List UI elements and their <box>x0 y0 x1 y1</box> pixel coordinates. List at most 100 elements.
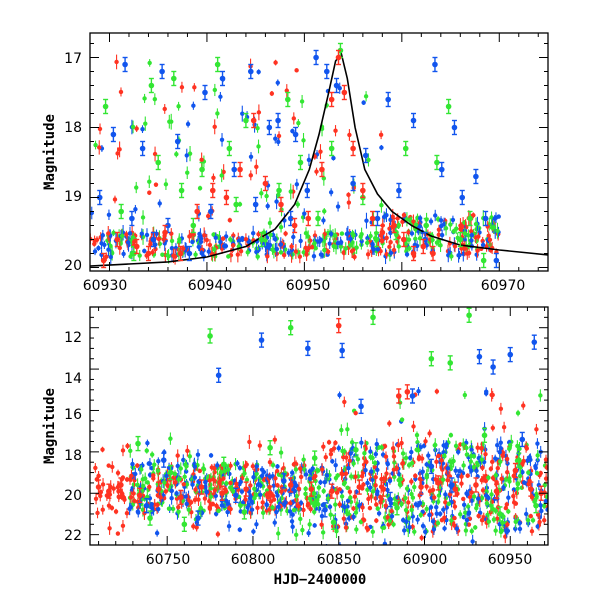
bottom-cloud-point <box>348 474 354 479</box>
top-cloud-point <box>222 243 227 249</box>
top-cloud-point <box>328 231 334 237</box>
bottom-data-point-blue <box>195 515 201 521</box>
bottom-cloud-point <box>351 514 356 520</box>
top-cloud-point <box>212 124 217 129</box>
bottom-cloud-point <box>515 443 520 449</box>
bottom-cloud-point <box>476 513 481 519</box>
bottom-cloud-point <box>465 492 470 497</box>
top-data-point-blue <box>287 215 294 222</box>
bottom-cloud-point <box>213 493 218 499</box>
bottom-cloud-point <box>182 474 187 479</box>
bottom-cloud-point <box>434 505 439 510</box>
bottom-cloud-point <box>537 519 542 525</box>
top-cloud-point <box>273 236 278 242</box>
top-data-point-blue <box>231 166 238 173</box>
top-cloud-point <box>143 121 148 126</box>
top-cloud-point <box>379 145 384 150</box>
bottom-cloud-point <box>151 473 156 478</box>
top-ticks <box>89 33 548 271</box>
bottom-cloud-point <box>469 528 475 534</box>
bottom-cloud-point <box>298 516 303 522</box>
bottom-cloud-point <box>176 504 181 510</box>
top-cloud-point <box>94 237 100 242</box>
top-cloud-point <box>384 252 389 257</box>
top-cloud-point <box>211 175 216 180</box>
bottom-data-point-green <box>267 444 273 451</box>
top-cloud-point <box>318 252 324 257</box>
top-data-point-green <box>102 103 109 110</box>
top-cloud-point <box>321 176 327 181</box>
bottom-cloud-point <box>131 482 137 487</box>
top-cloud-point <box>473 221 479 227</box>
bottom-cloud-point <box>495 442 500 448</box>
bottom-y-axis-label: Magnitude <box>42 388 58 464</box>
bottom-cloud-point <box>360 505 365 510</box>
bottom-data-point-blue <box>519 436 526 443</box>
bottom-data-point-blue <box>233 492 239 499</box>
top-cloud-point <box>142 96 147 101</box>
bottom-cloud-point <box>409 507 414 513</box>
bottom-data-point-green <box>466 312 472 319</box>
bottom-cloud-point <box>505 470 510 475</box>
bottom-cloud-point <box>132 477 137 483</box>
bottom-cloud-point <box>312 523 317 528</box>
bottom-cloud-point <box>173 480 178 485</box>
top-cloud-point <box>297 254 303 259</box>
bottom-cloud-point <box>539 508 544 514</box>
bottom-cloud-point <box>175 453 180 458</box>
bottom-cloud-point <box>445 466 451 471</box>
top-cloud-point <box>127 231 133 236</box>
bottom-cloud-point <box>363 468 368 473</box>
bottom-cloud-point <box>523 444 529 450</box>
top-series-red <box>100 49 436 269</box>
top-cloud-point <box>181 246 186 251</box>
top-cloud-point <box>152 96 158 102</box>
bottom-cloud-point <box>213 511 219 517</box>
top-cloud-point <box>144 232 150 238</box>
top-cloud-point <box>487 237 493 243</box>
bottom-cloud-point <box>504 456 510 462</box>
top-cloud-point <box>230 243 236 248</box>
bottom-cloud-point <box>454 549 458 553</box>
top-data-point-green <box>402 145 409 152</box>
bottom-cloud-point <box>493 528 498 533</box>
bottom-cloud-point <box>441 450 446 455</box>
top-cloud-point <box>190 239 195 245</box>
bottom-cloud-point <box>224 481 229 486</box>
top-data-point-green <box>118 208 124 215</box>
bottom-cloud-point <box>98 493 103 499</box>
bottom-cloud-point <box>308 506 313 512</box>
bottom-data-point-green <box>220 461 227 468</box>
bottom-cloud-point <box>426 453 431 458</box>
top-cloud-point <box>476 234 481 239</box>
top-cloud-point <box>306 234 311 239</box>
top-cloud-point <box>160 252 165 257</box>
bottom-data-point-green <box>516 457 522 463</box>
top-cloud-point <box>215 111 220 116</box>
top-cloud-point <box>375 247 381 252</box>
bottom-cloud-point <box>454 526 460 531</box>
top-cloud-point <box>112 197 118 202</box>
bottom-cloud-point <box>400 461 405 466</box>
bottom-cloud-point <box>261 477 267 482</box>
bottom-data-point-red <box>198 484 205 490</box>
top-cloud-point <box>400 219 405 225</box>
bottom-cloud-point <box>389 508 394 514</box>
bottom-cloud-point <box>390 446 396 451</box>
top-cloud-point <box>104 254 109 259</box>
bottom-data-point-blue <box>258 337 265 343</box>
top-data-point-blue <box>266 124 273 131</box>
bottom-cloud-point <box>489 492 494 497</box>
bottom-cloud-point <box>251 474 256 480</box>
top-panel: 60930 60940 60950 60960 60970 17 18 19 2… <box>42 32 549 294</box>
top-cloud-point <box>218 239 223 245</box>
top-cloud-point <box>462 246 468 251</box>
bottom-panel: 60750 60800 60850 60900 60950 12 14 16 1… <box>42 306 549 588</box>
top-cloud-point <box>267 220 273 226</box>
top-cloud-point <box>331 155 336 161</box>
top-cloud-point <box>283 231 288 236</box>
top-cloud-point <box>295 202 301 207</box>
bottom-cloud-point <box>211 477 216 482</box>
bottom-cloud-point <box>455 449 461 455</box>
top-data-point-green <box>373 236 380 243</box>
